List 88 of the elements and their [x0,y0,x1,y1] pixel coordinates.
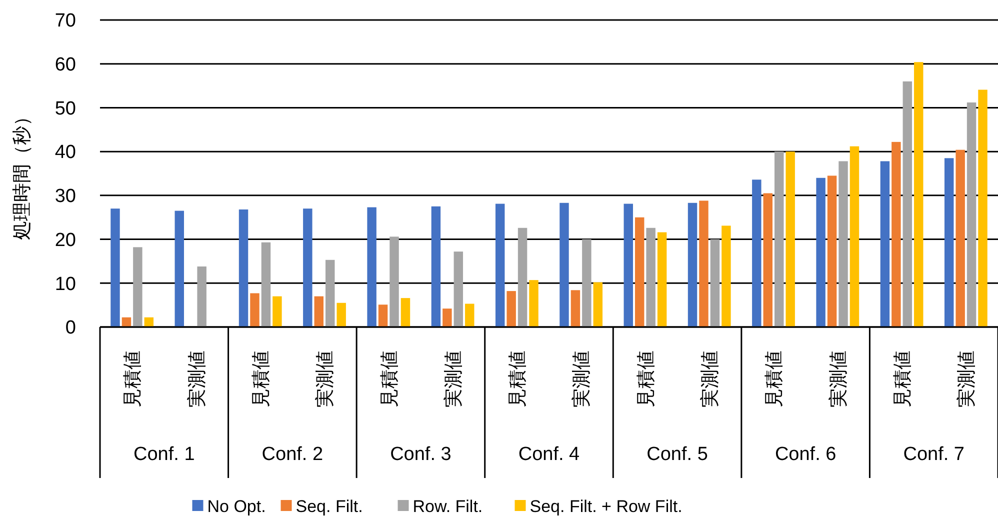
y-tick-label: 30 [54,186,76,208]
bar [122,317,132,327]
x-tick-label: 見積値 [122,350,144,408]
legend-label: Seq. Filt. + Row Filt. [530,496,682,516]
bar [902,81,912,327]
text: Conf. 6 [774,444,836,465]
text: Conf. 1 [134,444,195,465]
y-axis-title: 処理時間（秒） [12,107,33,240]
bar [699,200,708,327]
bar [174,210,184,327]
x-tick-label: 実測値 [699,350,722,408]
bar [763,193,772,327]
x-tick-label: 実測値 [827,350,850,408]
bar [624,204,633,327]
text: Conf. 5 [646,444,708,465]
x-tick-label: 見積値 [764,350,786,408]
bar [465,304,474,327]
bar [197,266,206,327]
bar [827,176,837,327]
bar [786,152,795,327]
x-tick-label: 見積値 [379,350,400,408]
bar [314,296,324,327]
bar [529,280,538,327]
bar [956,150,965,327]
bar [914,62,924,327]
y-tick-label: 40 [54,142,76,164]
bar [303,208,312,327]
bar [495,204,505,327]
bar [570,290,580,327]
legend-label: No Opt. [207,496,266,516]
bar [272,296,282,327]
bar [816,178,826,327]
bar [442,308,452,327]
bar [774,152,784,327]
bar [966,102,976,327]
bar [944,158,954,327]
x-tick-label: 実測値 [186,350,208,408]
bar [657,232,667,327]
bar [144,317,154,327]
bar [850,146,860,327]
bar [560,202,569,327]
bar [133,247,142,327]
bar [978,90,988,327]
bar [892,142,901,327]
y-tick-label: 10 [54,274,76,295]
x-tick-label: 実測値 [956,350,978,408]
x-tick-label: 見積値 [636,350,657,408]
x-tick-label: 実測値 [570,350,593,408]
legend-label: Seq. Filt. [296,496,363,516]
x-tick-label: 実測値 [314,350,336,408]
bar [838,161,848,327]
bar [238,209,248,327]
bar [646,228,656,327]
bar [593,282,603,327]
y-tick-label: 0 [65,318,76,339]
bar [518,228,528,327]
text: Conf. 2 [262,444,324,465]
x-tick-label: 見積値 [251,350,272,408]
bar [261,242,271,327]
x-tick-label: 実測値 [442,350,464,408]
bar [336,302,346,327]
bar [110,208,120,327]
bar [367,207,376,327]
bar [250,293,260,327]
bar [390,236,399,327]
bar [400,298,410,327]
bar [752,180,762,327]
text: Conf. 3 [390,444,452,465]
bar [722,226,731,327]
bar [710,239,720,327]
y-tick-label: 70 [54,10,76,32]
text: Conf. 4 [518,444,580,465]
legend-label: Row. Filt. [412,496,483,516]
bar [880,161,890,327]
bar [454,252,464,327]
bar [326,260,335,327]
y-tick-label: 60 [54,54,76,76]
x-tick-label: 見積値 [892,350,914,408]
bar [431,206,441,327]
text: Conf. 7 [903,444,964,465]
bar [688,202,698,327]
x-tick-label: 見積値 [508,350,529,408]
bar [378,304,388,327]
bar [582,239,592,327]
y-tick-label: 20 [54,230,76,251]
y-tick-label: 50 [54,98,76,120]
bar [506,291,516,327]
bar [634,217,644,327]
